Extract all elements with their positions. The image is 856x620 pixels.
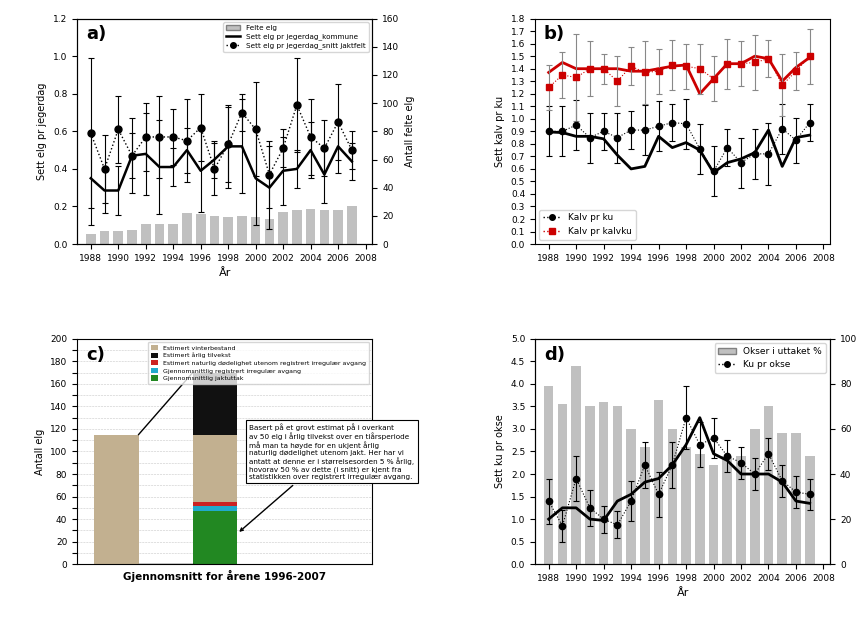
- Text: a): a): [86, 25, 106, 43]
- Bar: [193, 512, 237, 564]
- Bar: [613, 406, 622, 564]
- Text: Basert på et grovt estimat på i overkant
av 50 elg i årlig tilvekst over en tiår: Basert på et grovt estimat på i overkant…: [241, 423, 414, 531]
- Bar: [182, 213, 192, 244]
- Bar: [709, 465, 718, 564]
- Bar: [571, 366, 581, 564]
- Bar: [193, 505, 237, 511]
- Legend: Kalv pr ku, Kalv pr kalvku: Kalv pr ku, Kalv pr kalvku: [539, 210, 636, 239]
- Bar: [278, 211, 288, 244]
- Bar: [736, 456, 746, 564]
- Y-axis label: Sett elg pr jegerdag: Sett elg pr jegerdag: [38, 82, 47, 180]
- Text: c): c): [86, 345, 104, 363]
- Bar: [265, 219, 274, 244]
- Bar: [319, 210, 330, 244]
- Bar: [585, 406, 595, 564]
- Bar: [695, 454, 704, 564]
- Bar: [306, 209, 315, 244]
- Bar: [193, 435, 237, 502]
- Bar: [544, 386, 554, 564]
- Bar: [155, 224, 164, 244]
- Bar: [193, 502, 237, 505]
- Legend: Felte elg, Sett elg pr jegerdag_kommune, Sett elg pr jegerdag_snitt jaktfelt: Felte elg, Sett elg pr jegerdag_kommune,…: [223, 22, 369, 52]
- Y-axis label: Antall felte elg: Antall felte elg: [405, 95, 415, 167]
- Bar: [640, 447, 650, 564]
- Bar: [114, 231, 123, 244]
- Bar: [654, 400, 663, 564]
- Legend: Okser i uttaket %, Ku pr okse: Okser i uttaket %, Ku pr okse: [715, 343, 826, 373]
- Bar: [251, 217, 260, 244]
- Bar: [196, 215, 205, 244]
- Text: b): b): [544, 25, 565, 43]
- Bar: [99, 231, 110, 244]
- Bar: [347, 206, 357, 244]
- Bar: [237, 216, 247, 244]
- Legend: Estimert vinterbestand, Estimert årlig tilvekst, Estimert naturlig dødelighet ut: Estimert vinterbestand, Estimert årlig t…: [147, 342, 369, 384]
- Bar: [210, 216, 219, 244]
- Bar: [777, 433, 787, 564]
- Bar: [169, 224, 178, 244]
- Bar: [599, 402, 609, 564]
- Bar: [668, 429, 677, 564]
- Bar: [805, 456, 815, 564]
- Bar: [681, 447, 691, 564]
- Bar: [292, 210, 301, 244]
- Bar: [764, 406, 773, 564]
- Bar: [791, 433, 800, 564]
- Y-axis label: Sett ku pr okse: Sett ku pr okse: [496, 415, 505, 489]
- Bar: [722, 456, 732, 564]
- Bar: [141, 224, 151, 244]
- X-axis label: Gjennomsnitt for årene 1996-2007: Gjennomsnitt for årene 1996-2007: [123, 570, 326, 582]
- Y-axis label: Antall elg: Antall elg: [34, 428, 45, 474]
- Text: d): d): [544, 345, 565, 363]
- Bar: [333, 210, 343, 244]
- Bar: [557, 404, 568, 564]
- Bar: [223, 217, 233, 244]
- Bar: [94, 435, 139, 564]
- Bar: [128, 230, 137, 244]
- X-axis label: År: År: [218, 268, 231, 278]
- Bar: [86, 234, 96, 244]
- Bar: [193, 373, 237, 435]
- Y-axis label: Sett kalv pr ku: Sett kalv pr ku: [496, 95, 505, 167]
- X-axis label: År: År: [676, 588, 689, 598]
- Bar: [750, 429, 759, 564]
- Bar: [627, 429, 636, 564]
